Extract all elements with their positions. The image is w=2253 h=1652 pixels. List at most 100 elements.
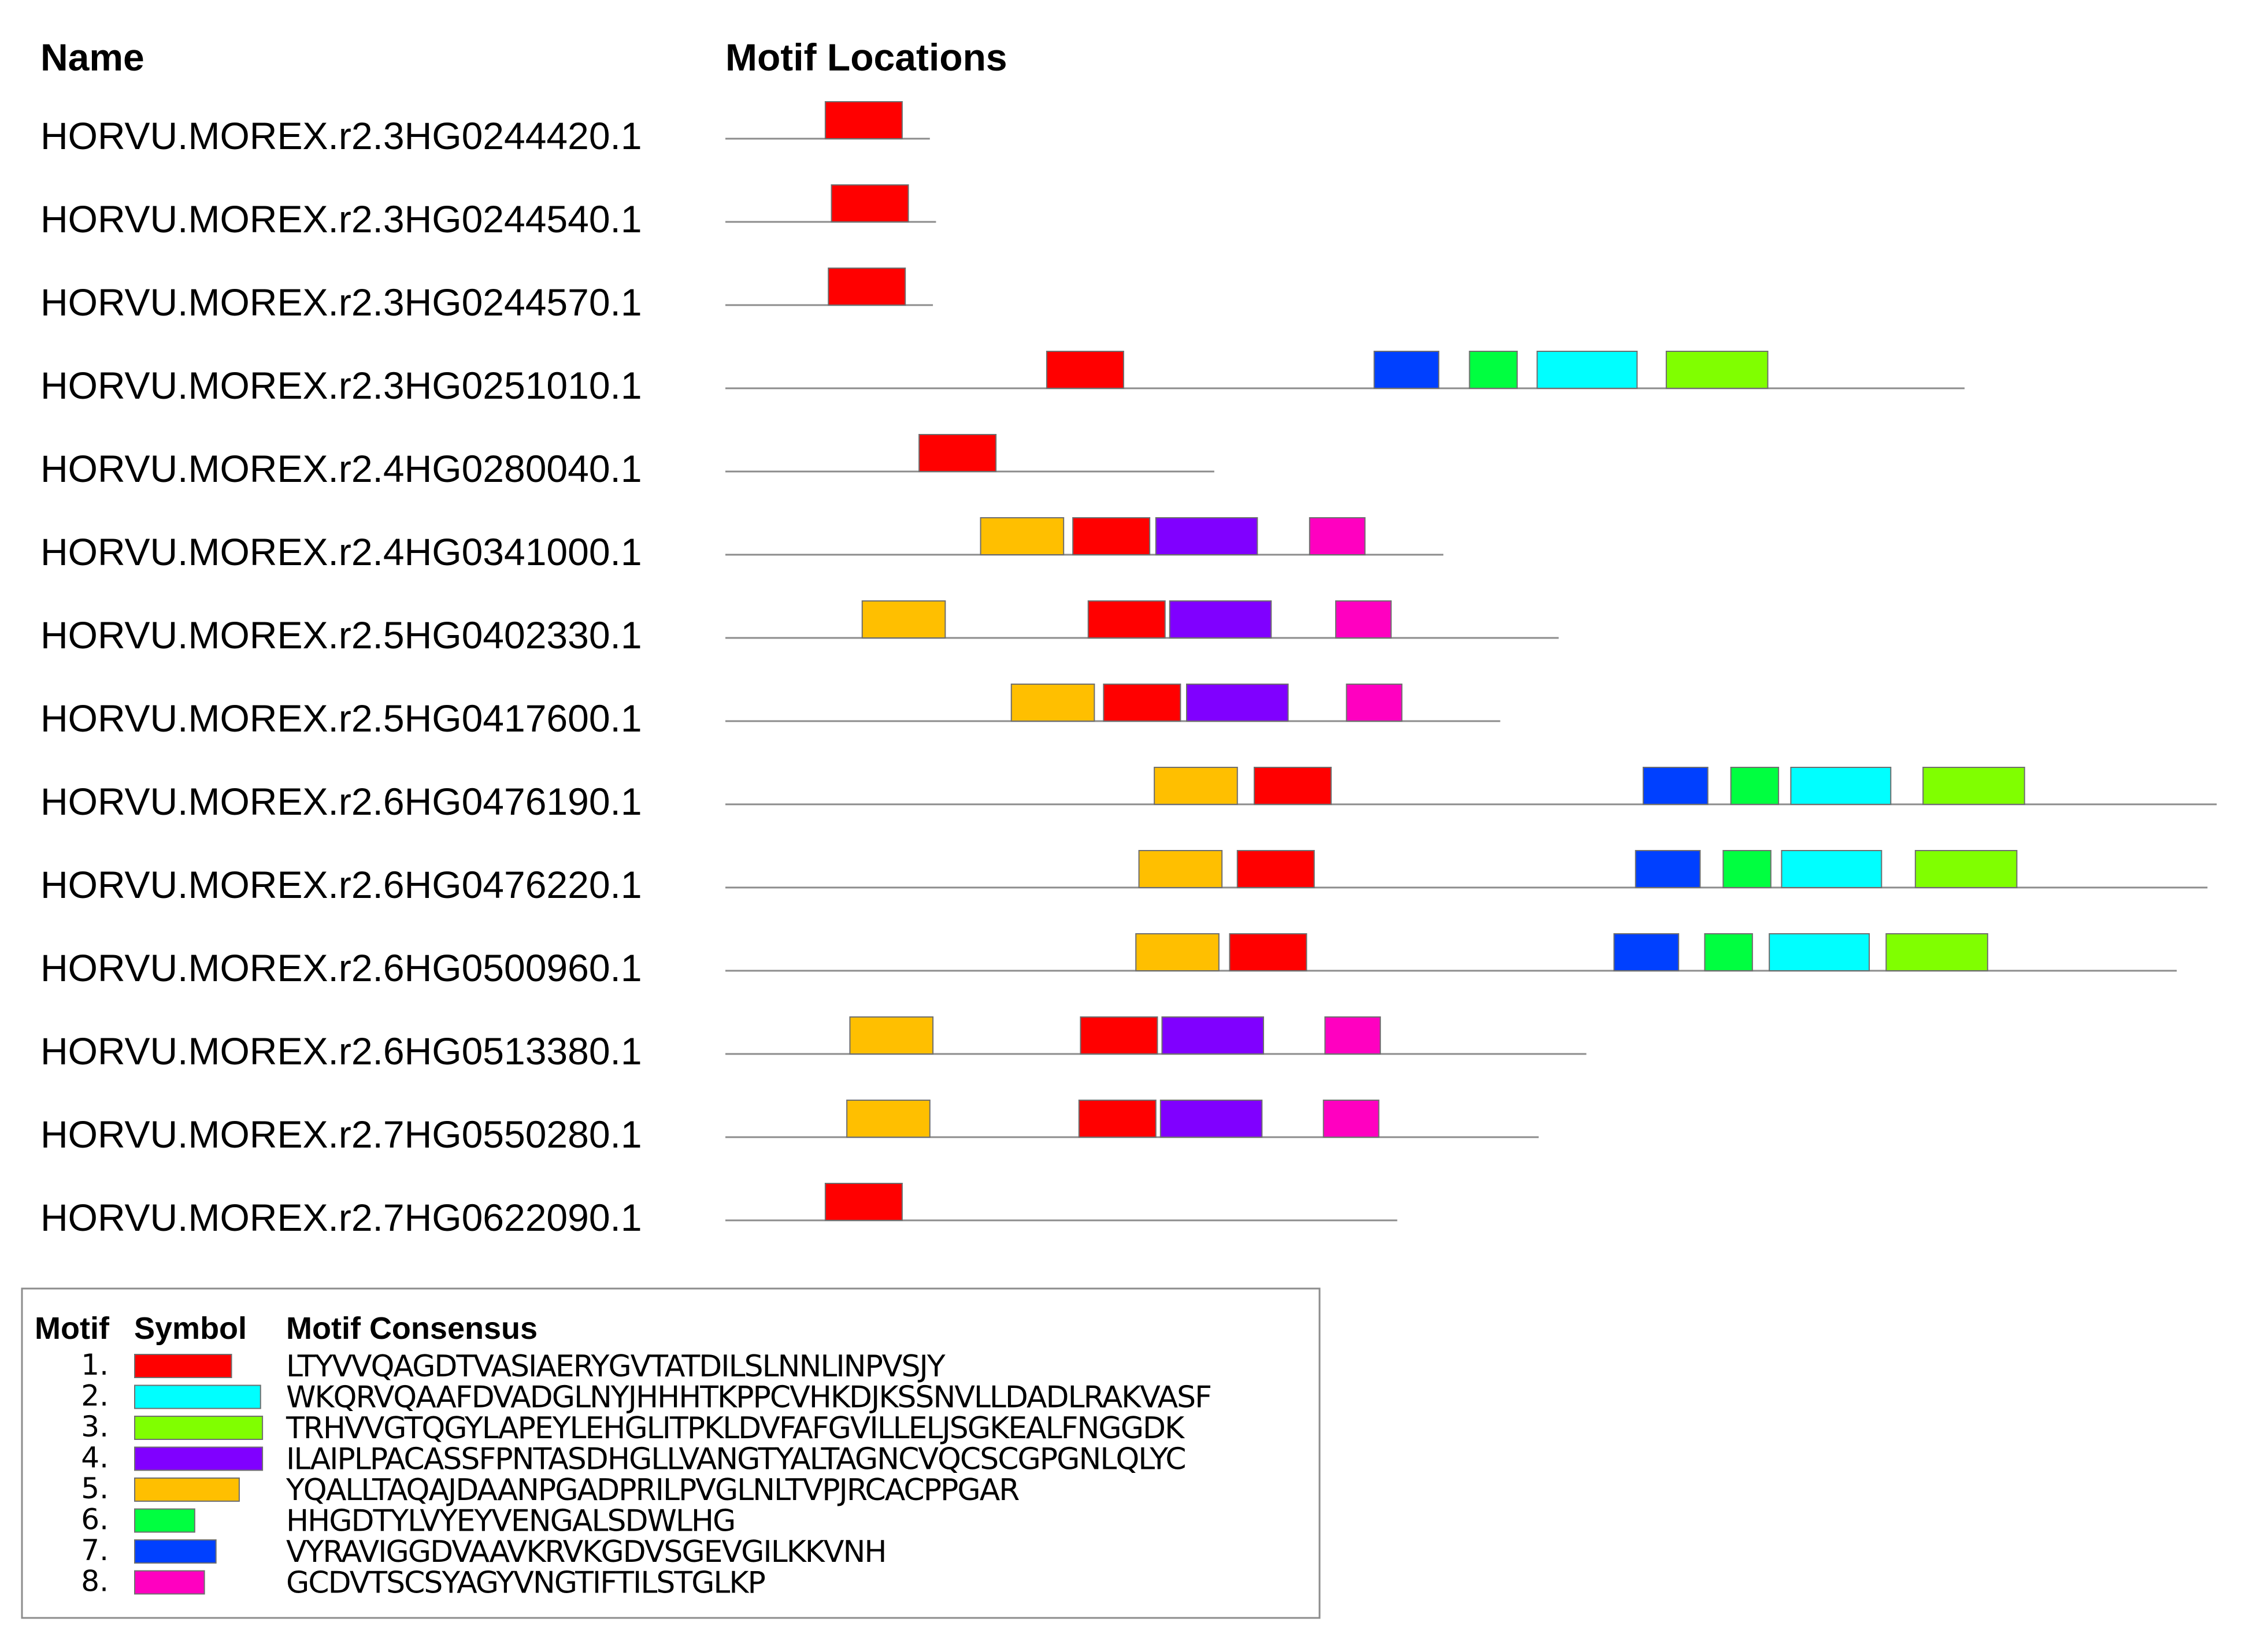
motif-5-box xyxy=(1154,767,1238,805)
motif-7-box xyxy=(1613,933,1680,971)
legend-motif-consensus: VYRAVIGGDVAAVKRVKGDVSGEVGILKKVNH xyxy=(286,1535,885,1569)
motif-1-box xyxy=(831,184,909,222)
legend-symbol-motif-1 xyxy=(134,1354,232,1378)
legend-motif-number: 2. xyxy=(81,1379,109,1413)
sequence-name: HORVU.MOREX.r2.5HG0402330.1 xyxy=(40,614,642,656)
sequence-row: HORVU.MOREX.r2.3HG0244540.1 xyxy=(40,184,936,240)
legend-row: 3. TRHVVGTQGYLAPEYLEHGLITPKLDVFAFGVILLELJ… xyxy=(81,1410,1187,1446)
motif-3-box xyxy=(1922,767,2025,805)
motif-5-box xyxy=(846,1100,931,1138)
sequence-row: HORVU.MOREX.r2.4HG0280040.1 xyxy=(40,434,1214,490)
motif-6-box xyxy=(1469,351,1518,389)
motif-1-box xyxy=(824,101,903,139)
sequence-row: HORVU.MOREX.r2.6HG0476190.1 xyxy=(40,767,2217,823)
sequence-rows: HORVU.MOREX.r2.3HG0244420.1 HORVU.MOREX.r… xyxy=(40,101,2217,1239)
legend-row: 6. HHGDTYLVYEYVENGALSDWLHG xyxy=(81,1503,736,1539)
legend-symbol-motif-7 xyxy=(134,1539,217,1564)
legend-symbol-header: Symbol xyxy=(134,1311,247,1346)
motif-5-box xyxy=(861,600,946,638)
sequence-name: HORVU.MOREX.r2.6HG0513380.1 xyxy=(40,1030,642,1072)
motif-1-box xyxy=(1103,684,1181,722)
sequence-row: HORVU.MOREX.r2.5HG0417600.1 xyxy=(40,684,1500,740)
motif-5-box xyxy=(849,1016,934,1055)
motif-8-box xyxy=(1346,684,1403,722)
sequence-row: HORVU.MOREX.r2.6HG0500960.1 xyxy=(40,933,2177,989)
sequence-row: HORVU.MOREX.r2.6HG0476220.1 xyxy=(40,850,2208,906)
sequence-name: HORVU.MOREX.r2.4HG0341000.1 xyxy=(40,530,642,573)
motif-8-box xyxy=(1322,1100,1380,1138)
legend-motif-number: 5. xyxy=(81,1472,109,1505)
motif-6-box xyxy=(1704,933,1753,971)
motif-7-box xyxy=(1373,351,1440,389)
motif-8-box xyxy=(1309,517,1366,555)
sequence-row: HORVU.MOREX.r2.3HG0251010.1 xyxy=(40,351,1965,407)
motif-locations-header: Motif Locations xyxy=(725,36,1007,79)
motif-1-box xyxy=(1254,767,1332,805)
sequence-name: HORVU.MOREX.r2.5HG0417600.1 xyxy=(40,697,642,740)
legend-motif-consensus: ILAIPLPACASSFPNTASDHGLLVANGTYALTAGNCVQCS… xyxy=(286,1442,1185,1477)
sequence-name: HORVU.MOREX.r2.7HG0622090.1 xyxy=(40,1196,642,1239)
motif-4-box xyxy=(1155,517,1258,555)
legend-rows: 1. LTYVVQAGDTVASIAERYGVTATDILSLNNLINPVSJY… xyxy=(81,1348,1212,1601)
sequence-name: HORVU.MOREX.r2.3HG0244570.1 xyxy=(40,281,642,324)
motif-8-box xyxy=(1335,600,1392,638)
motif-3-box xyxy=(1914,850,2018,888)
motif-6-box xyxy=(1730,767,1780,805)
legend-row: 1. LTYVVQAGDTVASIAERYGVTATDILSLNNLINPVSJY xyxy=(81,1348,947,1384)
legend-row: 8. GCDVTSCSYAGYVNGTIFTILSTGLKP xyxy=(81,1565,766,1601)
legend-motif-consensus: LTYVVQAGDTVASIAERYGVTATDILSLNNLINPVSJY xyxy=(286,1349,946,1384)
motif-1-box xyxy=(1229,933,1307,971)
sequence-name: HORVU.MOREX.r2.7HG0550280.1 xyxy=(40,1113,642,1156)
legend-symbol-motif-8 xyxy=(134,1570,205,1595)
legend-motif-number: 6. xyxy=(81,1503,109,1536)
sequence-name: HORVU.MOREX.r2.3HG0244540.1 xyxy=(40,198,642,240)
motif-1-box xyxy=(828,268,906,306)
sequence-row: HORVU.MOREX.r2.3HG0244420.1 xyxy=(40,101,930,157)
motif-1-box xyxy=(1078,1100,1157,1138)
legend-row: 7. VYRAVIGGDVAAVKRVKGDVSGEVGILKKVNH xyxy=(81,1534,887,1569)
legend-motif-consensus: HHGDTYLVYEYVENGALSDWLHG xyxy=(286,1504,735,1539)
legend-symbol-motif-5 xyxy=(134,1477,240,1502)
sequence-name: HORVU.MOREX.r2.4HG0280040.1 xyxy=(40,447,642,490)
legend-symbol-motif-6 xyxy=(134,1508,195,1533)
motif-7-box xyxy=(1643,767,1709,805)
legend-symbol-motif-4 xyxy=(134,1446,264,1471)
sequence-row: HORVU.MOREX.r2.6HG0513380.1 xyxy=(40,1016,1587,1072)
name-column-header: Name xyxy=(40,36,144,79)
motif-7-box xyxy=(1635,850,1701,888)
motif-1-box xyxy=(1080,1016,1158,1055)
legend-symbol-motif-2 xyxy=(134,1384,261,1409)
motif-1-box xyxy=(824,1183,903,1221)
legend-motif-consensus: GCDVTSCSYAGYVNGTIFTILSTGLKP xyxy=(286,1566,765,1601)
motif-4-box xyxy=(1186,684,1289,722)
motif-5-box xyxy=(1135,933,1220,971)
legend-motif-consensus: TRHVVGTQGYLAPEYLEHGLITPKLDVFAFGVILLELJSG… xyxy=(286,1411,1185,1446)
sequence-row: HORVU.MOREX.r2.7HG0550280.1 xyxy=(40,1100,1539,1156)
motif-4-box xyxy=(1159,1100,1263,1138)
motif-4-box xyxy=(1161,1016,1264,1055)
legend-consensus-header: Motif Consensus xyxy=(286,1311,538,1346)
sequence-row: HORVU.MOREX.r2.3HG0244570.1 xyxy=(40,268,933,324)
sequence-name: HORVU.MOREX.r2.6HG0500960.1 xyxy=(40,946,642,989)
motif-4-box xyxy=(1169,600,1272,638)
legend-row: 5. YQALLTAQAJDAANPGADPRILPVGLNLTVPJRCACPP… xyxy=(81,1472,1020,1508)
motif-6-box xyxy=(1722,850,1772,888)
motif-1-box xyxy=(918,434,997,472)
legend-motif-header: Motif xyxy=(35,1311,110,1346)
motif-3-box xyxy=(1885,933,1988,971)
motif-1-box xyxy=(1236,850,1315,888)
legend-motif-consensus: YQALLTAQAJDAANPGADPRILPVGLNLTVPJRCACPPGA… xyxy=(286,1473,1019,1508)
sequence-name: HORVU.MOREX.r2.3HG0244420.1 xyxy=(40,114,642,157)
legend-row: 2. WKQRVQAAFDVADGLNYJHHHTKPPCVHKDJKSSNVLL… xyxy=(81,1379,1212,1415)
motif-3-box xyxy=(1665,351,1769,389)
legend-symbol-motif-3 xyxy=(134,1416,264,1440)
motif-2-box xyxy=(1769,933,1870,971)
legend-motif-consensus: WKQRVQAAFDVADGLNYJHHHTKPPCVHKDJKSSNVLLDA… xyxy=(286,1380,1211,1415)
sequence-name: HORVU.MOREX.r2.3HG0251010.1 xyxy=(40,364,642,407)
legend-motif-number: 4. xyxy=(81,1441,109,1475)
motif-2-box xyxy=(1781,850,1883,888)
sequence-row: HORVU.MOREX.r2.7HG0622090.1 xyxy=(40,1183,1398,1239)
motif-5-box xyxy=(1010,684,1095,722)
legend-motif-number: 8. xyxy=(81,1565,109,1598)
sequence-name: HORVU.MOREX.r2.6HG0476190.1 xyxy=(40,780,642,823)
